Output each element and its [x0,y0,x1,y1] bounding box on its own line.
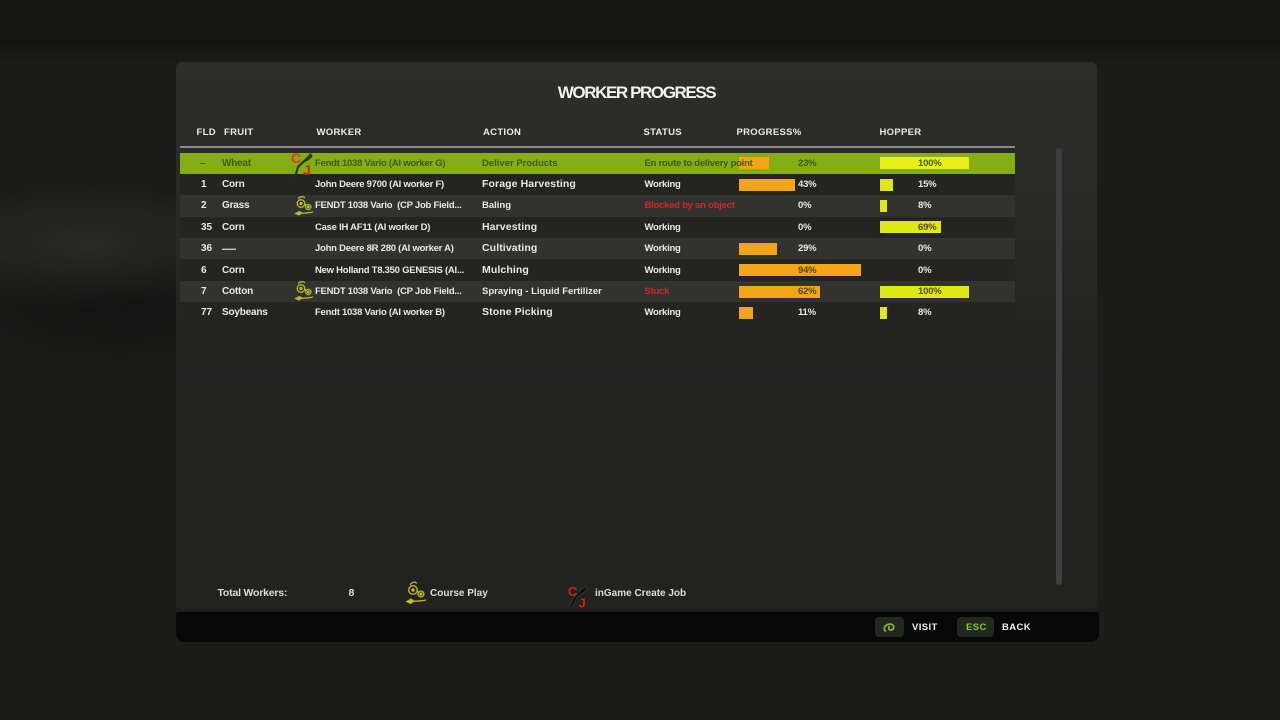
svg-text:J: J [303,162,311,178]
svg-text:C: C [291,150,301,166]
svg-text:J: J [579,595,586,609]
svg-text:C: C [568,584,578,599]
